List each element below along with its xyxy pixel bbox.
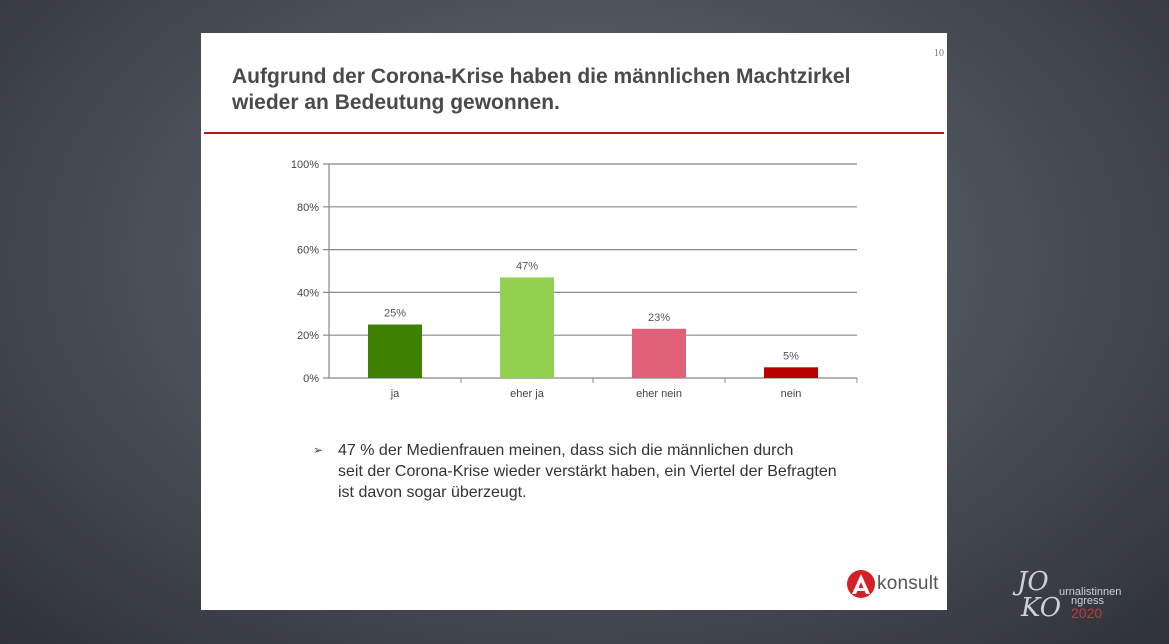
- konsult-logo: konsult: [846, 568, 939, 600]
- y-tick-label: 0%: [303, 373, 319, 385]
- page-number: 10: [934, 48, 944, 59]
- bar-ja: [368, 324, 422, 378]
- event-watermark: JO urnalistinnen KO ngress 2020: [1015, 567, 1145, 627]
- bar-nein: [764, 367, 818, 378]
- y-tick-label: 60%: [297, 245, 319, 257]
- logo-a-icon: [847, 570, 875, 598]
- x-axis-ticks: ja eher ja eher nein nein: [390, 378, 858, 400]
- x-tick-label: nein: [781, 388, 802, 400]
- bullet-arrow-icon: ➢: [313, 443, 324, 457]
- watermark-initials-top: JO: [1017, 567, 1049, 597]
- watermark-initials-bottom: KO: [1021, 593, 1062, 623]
- watermark-word-bottom: ngress: [1071, 595, 1105, 607]
- y-tick-label: 20%: [297, 330, 319, 342]
- presentation-slide: 10 Aufgrund der Corona-Krise haben die m…: [201, 33, 947, 610]
- x-tick-label: eher nein: [636, 388, 682, 400]
- bar-eher-ja: [500, 277, 554, 378]
- logo-text: konsult: [877, 573, 939, 594]
- chart-bars: [368, 277, 818, 378]
- x-tick-label: ja: [390, 388, 400, 400]
- watermark-word-top: urnalistinnen: [1059, 586, 1122, 598]
- bar-chart: 0% 20% 40% 60% 80% 100% 25% 47% 23% 5% ja eher ja…: [291, 159, 858, 400]
- title-divider: [204, 132, 944, 134]
- bar-eher-nein: [632, 328, 686, 378]
- value-labels: 25% 47% 23% 5%: [384, 260, 799, 362]
- x-tick-label: eher ja: [510, 388, 545, 400]
- bar-value-label: 23%: [648, 312, 670, 324]
- y-tick-label: 100%: [291, 159, 319, 171]
- slide-title: Aufgrund der Corona-Krise haben die männ…: [232, 65, 851, 114]
- bar-value-label: 47%: [516, 260, 538, 272]
- summary-bullet: ➢ 47 % der Medienfrauen meinen, dass sic…: [313, 440, 883, 503]
- y-axis-ticks: 0% 20% 40% 60% 80% 100%: [291, 159, 319, 385]
- y-tick-label: 80%: [297, 202, 319, 214]
- y-tick-label: 40%: [297, 287, 319, 299]
- watermark-year: 2020: [1071, 605, 1103, 621]
- bar-value-label: 25%: [384, 308, 406, 320]
- summary-text: 47 % der Medienfrauen meinen, dass sich …: [338, 442, 837, 501]
- bar-value-label: 5%: [783, 350, 799, 362]
